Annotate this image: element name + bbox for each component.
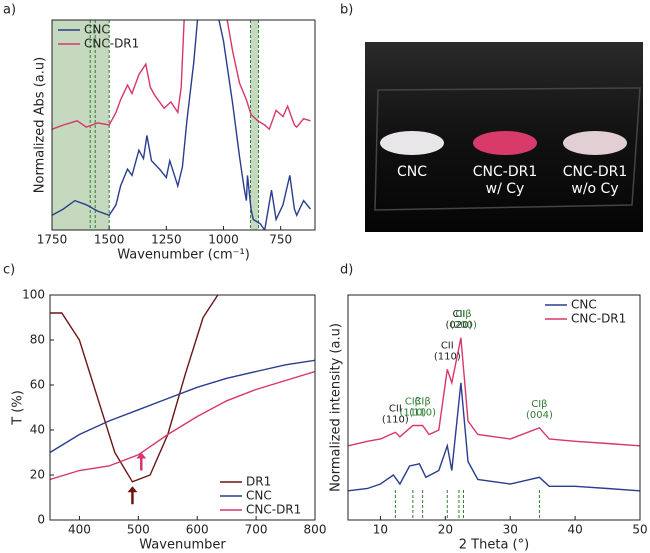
y-tick-label: 40 [30, 423, 45, 437]
annotation: CIβ [405, 397, 421, 408]
x-tick-label: 20 [438, 523, 453, 537]
plot-frame [347, 294, 641, 521]
x-tick-label: 400 [68, 523, 91, 537]
series-line [50, 359, 315, 454]
x-axis-label: 2 Theta (°) [459, 538, 529, 553]
legend-label: CNC-DR1 [246, 503, 301, 517]
photo-label: CNC-DR1 [563, 164, 628, 180]
series-line [52, 20, 311, 131]
annotation: CII [441, 340, 454, 351]
legend-label: DR1 [246, 475, 271, 489]
legend-label: CNC [571, 298, 597, 312]
series-line [50, 370, 315, 481]
panel-label: d) [340, 263, 353, 278]
plot-area [52, 20, 311, 230]
y-axis-label: Normalized intensity (a.u) [329, 323, 344, 492]
plot-area [348, 337, 640, 520]
series-line [348, 382, 640, 492]
arrow-head [127, 486, 138, 493]
powder [380, 131, 444, 155]
x-axis-label: Wavenumber [139, 538, 226, 553]
x-tick-label: 1000 [208, 233, 239, 247]
highlight-span [52, 20, 110, 230]
annotation: (020) [446, 320, 473, 331]
plot-area [50, 295, 315, 483]
series-line [52, 20, 311, 230]
y-axis-label: Normalized Abs (a.u) [33, 57, 48, 193]
photo-label: CNC-DR1 [473, 164, 538, 180]
panel-label: a) [3, 3, 16, 18]
highlight-span [250, 20, 259, 230]
legend-label: CNC-DR1 [571, 312, 626, 326]
legend-label: CNC [246, 489, 272, 503]
plot-frame [49, 294, 316, 521]
x-tick-label: 1250 [151, 233, 182, 247]
x-tick-label: 500 [127, 523, 150, 537]
series-line [348, 337, 640, 447]
annotation: (200) [450, 320, 477, 331]
x-tick-label: 750 [269, 233, 292, 247]
y-tick-label: 60 [30, 378, 45, 392]
x-tick-label: 600 [186, 523, 209, 537]
panel-label: b) [340, 3, 353, 18]
annotation: CIβ [414, 397, 430, 408]
x-axis-label: Wavenumber (cm⁻¹) [117, 248, 250, 263]
annotation: (110) [399, 408, 426, 419]
series-line [50, 295, 219, 483]
x-tick-label: 700 [245, 523, 268, 537]
photo-label: CNC [397, 164, 427, 180]
legend-label: CNC-DR1 [84, 37, 139, 51]
y-tick-label: 80 [30, 333, 45, 347]
panel-label: c) [3, 263, 15, 278]
x-tick-label: 1500 [94, 233, 125, 247]
glass-slide [374, 87, 641, 211]
x-tick-label: 1750 [37, 233, 68, 247]
plot-frame [51, 19, 316, 231]
y-tick-label: 20 [30, 468, 45, 482]
photo-label: w/o Cy [571, 181, 618, 197]
x-tick-label: 30 [503, 523, 518, 537]
annotation: CIβ [455, 309, 471, 320]
arrow-head [136, 452, 147, 459]
annotation: CII [389, 403, 402, 414]
x-tick-label: 50 [632, 523, 647, 537]
annotation: CII [453, 309, 466, 320]
y-axis-label: T (%) [11, 390, 26, 426]
annotation: CIβ [531, 399, 547, 410]
legend-label: CNC [84, 23, 110, 37]
powder [473, 131, 537, 155]
powder [563, 131, 627, 155]
annotation: (110) [434, 351, 461, 362]
annotation: (004) [526, 410, 553, 421]
x-tick-label: 10 [373, 523, 388, 537]
y-tick-label: 100 [22, 288, 45, 302]
y-tick-label: 0 [37, 513, 45, 527]
x-tick-label: 40 [567, 523, 582, 537]
photo-label: w/ Cy [486, 181, 525, 197]
x-tick-label: 800 [304, 523, 327, 537]
annotation: (110) [409, 408, 436, 419]
annotation: (110) [382, 414, 409, 425]
